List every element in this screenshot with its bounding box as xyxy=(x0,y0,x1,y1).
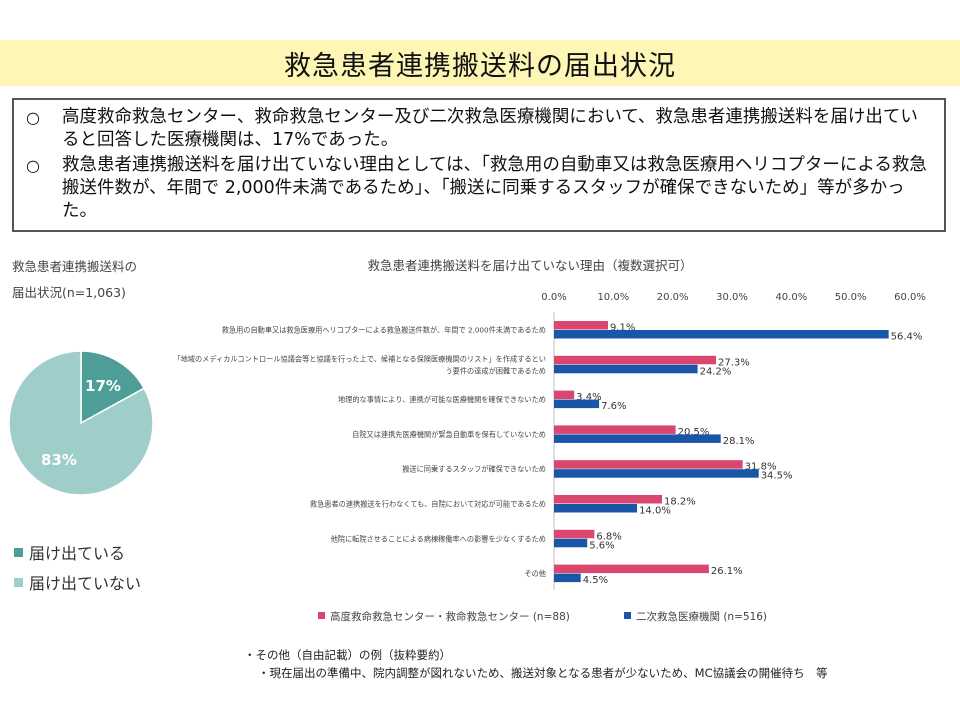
pie-value-label: 17% xyxy=(85,377,121,395)
summary-text: 高度救命救急センター、救命救急センター及び二次救急医療機関において、救急患者連携… xyxy=(62,107,918,150)
bar-value-label: 5.6% xyxy=(589,540,614,551)
bar-value-label: 34.5% xyxy=(761,471,793,482)
bar xyxy=(554,434,721,443)
legend-swatch xyxy=(14,547,23,557)
summary-item: ○ 高度救命救急センター、救命救急センター及び二次救急医療機関において、救急患者… xyxy=(26,106,930,152)
circle-bullet-icon: ○ xyxy=(26,108,40,127)
summary-item: ○ 救急患者連携搬送料を届け出ていない理由としては、「救急用の自動車又は救急医療… xyxy=(26,154,930,223)
bar xyxy=(554,364,698,374)
bar-value-label: 18.2% xyxy=(664,497,696,508)
pie-chart-title-line: 救急患者連携搬送料の xyxy=(12,259,138,274)
page-title: 救急患者連携搬送料の届出状況 xyxy=(284,50,676,82)
bar xyxy=(554,495,662,504)
note-text: ・現在届出の準備中、院内調整が図れないため、搬送対象となる患者が少ないため、MC… xyxy=(258,666,828,680)
pie-value-label: 83% xyxy=(41,451,77,469)
legend-label: 二次救急医療機関 (n=516) xyxy=(636,610,767,623)
x-tick-label: 60.0% xyxy=(894,292,926,303)
bar-value-label: 7.6% xyxy=(601,401,626,412)
pie-chart-title-line: 届出状況(n=1,063) xyxy=(12,285,126,300)
x-tick-label: 10.0% xyxy=(597,292,629,303)
circle-bullet-icon: ○ xyxy=(26,156,40,175)
legend-swatch xyxy=(14,577,23,587)
category-label: 自院又は連携先医療機関が緊急自動車を保有していないため xyxy=(352,430,546,439)
pie-slice xyxy=(8,350,154,496)
notes: ・その他（自由記載）の例（抜粋要約） ・現在届出の準備中、院内調整が図れないため… xyxy=(244,646,828,682)
category-label: 救急用の自動車又は救急医療用ヘリコプターによる救急搬送件数が、年間で 2,000… xyxy=(222,326,546,335)
summary-text: 救急患者連携搬送料を届け出ていない理由としては、「救急用の自動車又は救急医療用ヘ… xyxy=(62,155,927,221)
pie-slice xyxy=(80,350,146,425)
bar xyxy=(554,390,575,400)
legend-swatch xyxy=(624,612,631,619)
pie-legend-item-not-filed: 届け出ていない xyxy=(14,570,141,594)
bar xyxy=(554,504,638,513)
bar-chart: 救急患者連携搬送料を届け出ていない理由（複数選択可） 0.0% 10.0% 20.0%… xyxy=(173,258,926,623)
legend-label: 高度救命救急センター・救命救急センター (n=88) xyxy=(330,610,570,623)
bar xyxy=(554,573,581,583)
bar xyxy=(554,564,709,574)
pie-chart: 17% 83% xyxy=(8,350,154,496)
bar-value-label: 26.1% xyxy=(711,566,743,577)
bar-value-label: 4.5% xyxy=(583,575,608,586)
category-label: 救急患者の連携搬送を行わなくても、自院において対応が可能であるため xyxy=(310,500,546,509)
x-tick-label: 30.0% xyxy=(716,292,748,303)
bar xyxy=(554,460,743,469)
bar-value-label: 9.1% xyxy=(610,323,635,334)
bar-chart-title: 救急患者連携搬送料を届け出ていない理由（複数選択可） xyxy=(367,258,692,273)
legend-label: 届け出ている xyxy=(29,544,126,563)
bar-value-label: 20.5% xyxy=(678,427,710,438)
bar xyxy=(554,425,676,434)
x-tick-label: 40.0% xyxy=(775,292,807,303)
x-tick-label: 0.0% xyxy=(541,292,566,303)
category-label: 他院に転院させることによる病棟稼働率への影響を少なくするため xyxy=(331,534,546,543)
bar xyxy=(554,355,716,365)
summary-box: ○ 高度救命救急センター、救命救急センター及び二次救急医療機関において、救急患者… xyxy=(12,98,946,232)
x-tick-label: 20.0% xyxy=(657,292,689,303)
bar xyxy=(554,321,608,330)
x-tick-label: 50.0% xyxy=(835,292,867,303)
legend-swatch xyxy=(318,612,325,619)
category-label: 「地域のメディカルコントロール協議会等と協議を行った上で、候補となる保険医療機関… xyxy=(173,354,546,363)
pie-legend-item-filed: 届け出ている xyxy=(14,540,125,564)
bar-value-label: 27.3% xyxy=(718,357,750,368)
bar xyxy=(554,399,600,409)
bar-value-label: 56.4% xyxy=(891,332,923,343)
category-label: 搬送に同乗するスタッフが確保できないため xyxy=(402,465,546,474)
bar xyxy=(554,330,889,339)
bar-value-label: 6.8% xyxy=(596,531,621,542)
bar-value-label: 3.4% xyxy=(576,392,601,403)
bar-value-label: 14.0% xyxy=(639,506,671,517)
category-label: う要件の達成が困難であるため xyxy=(445,366,546,375)
bar xyxy=(554,529,595,539)
bar-value-label: 28.1% xyxy=(723,436,755,447)
bar xyxy=(554,538,588,548)
title-bar: 救急患者連携搬送料の届出状況 xyxy=(0,40,960,86)
bar-value-label: 24.2% xyxy=(700,366,732,377)
legend-label: 届け出ていない xyxy=(29,574,142,593)
note-heading: ・その他（自由記載）の例（抜粋要約） xyxy=(244,648,451,662)
bar-value-label: 31.8% xyxy=(745,462,777,473)
bar xyxy=(554,469,759,478)
category-label: その他 xyxy=(524,569,546,578)
category-label: 地理的な事情により、連携が可能な医療機関を確保できないため xyxy=(338,395,546,404)
